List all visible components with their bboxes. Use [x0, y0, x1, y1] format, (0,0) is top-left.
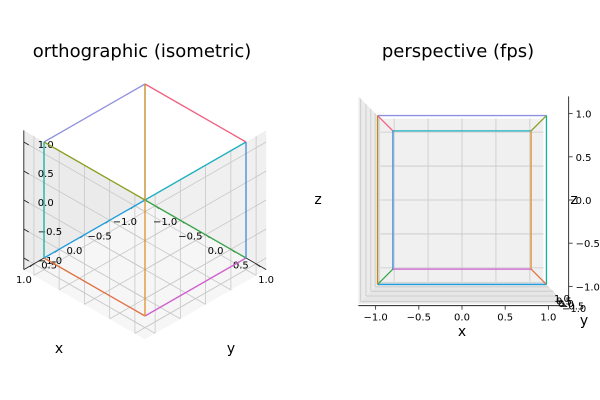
- cube-edge: [43, 141, 146, 201]
- x-tick-label: −1.0: [363, 313, 387, 324]
- y-tick-label: −1.0: [153, 217, 177, 228]
- z-tick-label: 1.0: [576, 110, 592, 121]
- z-tick-mark: [23, 170, 30, 175]
- y-tick-label: 1.0: [258, 275, 274, 286]
- ortho-x-label: x: [55, 341, 63, 357]
- x-tick-mark: [29, 263, 35, 268]
- persp-title: perspective (fps): [382, 41, 534, 62]
- y-tick-label: 0.0: [208, 246, 224, 257]
- persp-tick-labels: −1.0−1.01.0−0.5−0.50.50.00.00.00.50.5−0.…: [363, 110, 599, 324]
- z-tick-mark: [23, 228, 30, 233]
- y-tick-mark: [255, 263, 261, 268]
- z-tick-label: 0.5: [38, 169, 54, 180]
- z-tick-label: 0.0: [576, 196, 592, 207]
- persp-grid: [360, 98, 564, 302]
- ortho-title: orthographic (isometric): [33, 41, 252, 62]
- x-tick-label: 0.5: [41, 260, 57, 271]
- x-tick-label: 1.0: [16, 275, 32, 286]
- cube-edge: [43, 199, 146, 259]
- cube-edge: [43, 257, 146, 317]
- y-tick-label: 0.5: [233, 260, 249, 271]
- cube-edge: [43, 83, 146, 143]
- persp-x-label: x: [458, 324, 466, 340]
- persp-z-label: z: [570, 192, 577, 208]
- orthographic-panel: orthographic (isometric) −1.0−1.0−1.0−0.…: [16, 41, 322, 357]
- cube-edge: [144, 199, 247, 259]
- y-tick-label: 1.0: [554, 294, 570, 305]
- x-tick-label: 0.0: [454, 313, 470, 324]
- persp-y-label: y: [580, 313, 588, 329]
- y-tick-label: −1.0: [562, 304, 586, 315]
- cube-edge: [144, 257, 247, 317]
- z-tick-label: −1.0: [576, 282, 600, 293]
- z-tick-mark: [23, 199, 30, 204]
- z-tick-label: −0.5: [38, 227, 62, 238]
- x-tick-label: −0.5: [407, 313, 431, 324]
- ortho-tick-labels: −1.0−1.0−1.0−0.5−0.5−0.50.00.00.00.50.50…: [16, 140, 274, 286]
- x-tick-label: −0.5: [88, 231, 112, 242]
- y-tick-label: 0.5: [556, 297, 572, 308]
- x-tick-label: 0.0: [66, 246, 82, 257]
- cube-edge: [530, 115, 547, 132]
- y-tick-label: 0.0: [558, 299, 574, 310]
- cube-edge: [530, 268, 547, 285]
- ortho-z-label: z: [314, 192, 321, 208]
- persp-axis-lines: [358, 96, 573, 310]
- ortho-y-label: y: [227, 341, 235, 357]
- x-tick-label: −1.0: [113, 217, 137, 228]
- cube-edge: [377, 115, 394, 132]
- cube-edge: [144, 83, 247, 143]
- ortho-cube-edges: [43, 83, 247, 317]
- z-tick-label: 0.0: [38, 198, 54, 209]
- z-tick-label: 0.5: [576, 153, 592, 164]
- cube-edge: [144, 141, 247, 201]
- z-tick-label: 1.0: [38, 140, 54, 151]
- z-tick-mark: [23, 141, 30, 146]
- x-tick-label: 1.0: [540, 313, 556, 324]
- cube-edge: [377, 268, 394, 285]
- x-tick-label: 0.5: [497, 313, 513, 324]
- z-tick-mark: [23, 257, 30, 262]
- persp-cube-edges: [376, 114, 548, 286]
- y-axis-line: [557, 299, 566, 306]
- y-tick-label: −0.5: [560, 302, 584, 313]
- perspective-panel: perspective (fps) −1.0−1.01.0−0.5−0.50.5…: [358, 41, 600, 340]
- y-tick-label: −0.5: [178, 231, 202, 242]
- z-tick-label: −0.5: [576, 239, 600, 250]
